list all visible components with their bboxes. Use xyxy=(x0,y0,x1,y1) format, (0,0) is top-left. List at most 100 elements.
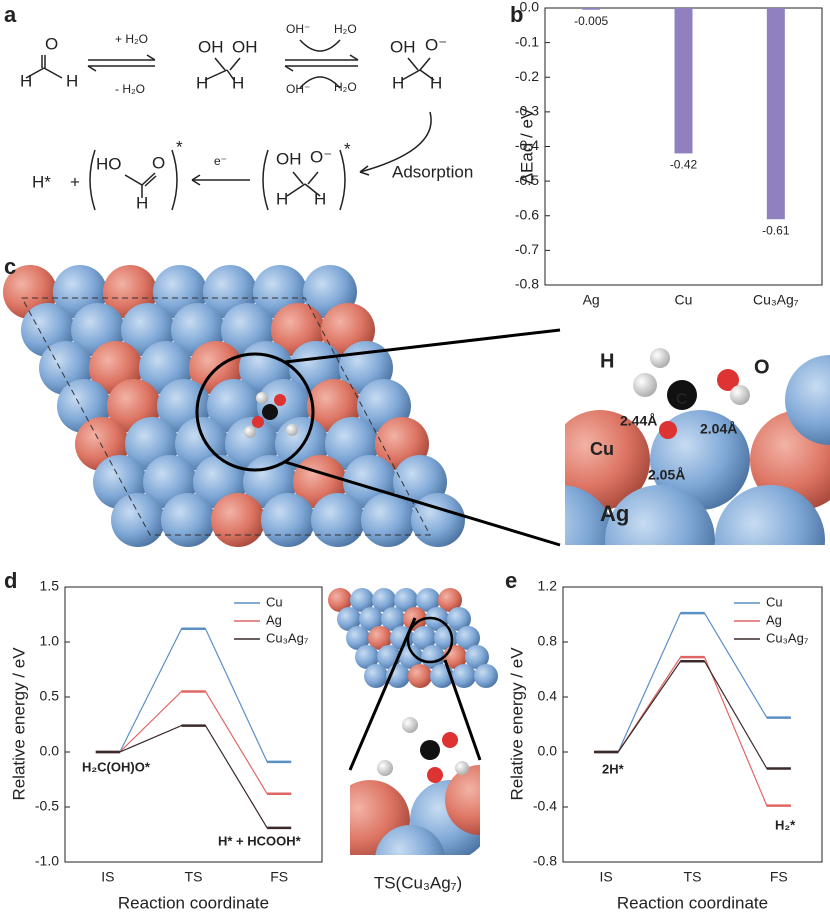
y-tick-label: -0.5 xyxy=(515,172,539,188)
structure-label: C xyxy=(676,391,688,408)
y-tick-label: -0.4 xyxy=(533,798,557,814)
scheme-text: - H₂O xyxy=(115,82,145,96)
x-axis-label: Reaction coordinate xyxy=(118,893,269,912)
atom xyxy=(412,626,436,650)
x-tick-label: IS xyxy=(600,869,613,885)
atom xyxy=(402,717,418,733)
structure-label: O xyxy=(754,356,770,378)
x-tick-label: Cu xyxy=(675,292,693,308)
y-tick-label: 0.0 xyxy=(538,743,558,759)
atom xyxy=(394,588,418,612)
structure-label: 2.05Å xyxy=(648,467,685,483)
scheme-text: H xyxy=(314,189,326,208)
atom xyxy=(337,607,361,631)
atom xyxy=(211,493,265,547)
atom xyxy=(474,664,498,688)
scheme-text: OH xyxy=(390,37,416,56)
y-tick-label: 0.5 xyxy=(40,688,60,704)
atom xyxy=(261,493,315,547)
atom xyxy=(161,493,215,547)
x-tick-label: FS xyxy=(770,869,788,885)
atom xyxy=(465,645,489,669)
atom xyxy=(715,485,825,545)
value-label: -0.005 xyxy=(574,14,608,28)
structure-label: H xyxy=(600,350,614,372)
scheme-text: H* xyxy=(32,172,51,191)
atom xyxy=(785,355,830,445)
atom xyxy=(427,767,443,783)
scheme-text: e⁻ xyxy=(214,154,227,168)
atom xyxy=(372,588,396,612)
scheme-text: OH xyxy=(232,37,258,56)
scheme-text: + xyxy=(70,172,80,191)
atom xyxy=(650,348,670,368)
y-tick-label: 0.8 xyxy=(538,633,558,649)
scheme-text: H xyxy=(430,73,442,92)
atom xyxy=(416,588,440,612)
panel-label: b xyxy=(510,2,523,27)
structure-label: Cu xyxy=(590,439,614,459)
ts-zoom-view xyxy=(350,717,480,855)
legend-label: Ag xyxy=(266,612,282,627)
scheme-text: H xyxy=(276,189,288,208)
atom xyxy=(605,485,715,545)
x-tick-label: IS xyxy=(101,869,114,885)
x-tick-label: TS xyxy=(684,869,702,885)
atom xyxy=(355,645,379,669)
atom xyxy=(274,394,286,406)
scheme-text: H xyxy=(20,71,32,90)
structure-label: 2.04Å xyxy=(700,421,737,437)
zoom-view xyxy=(565,348,830,545)
atom xyxy=(328,588,352,612)
y-tick-label: 1.5 xyxy=(40,578,60,594)
atom xyxy=(368,626,392,650)
panel-label: a xyxy=(4,2,17,27)
scheme-text: O⁻ xyxy=(310,147,332,166)
y-axis-label: ΔEad / eV xyxy=(517,107,536,184)
legend-label: Cu₃Ag₇ xyxy=(766,630,809,645)
y-tick-label: 1.0 xyxy=(40,633,60,649)
atom xyxy=(364,664,388,688)
value-label: -0.61 xyxy=(762,223,790,237)
y-tick-label: -0.4 xyxy=(515,137,539,153)
legend-label: Cu xyxy=(266,594,283,609)
atom xyxy=(411,493,465,547)
atom xyxy=(442,732,458,748)
atom xyxy=(262,404,278,420)
scheme-bonds xyxy=(25,39,435,211)
catalyst-structure xyxy=(3,265,830,855)
atom xyxy=(359,607,383,631)
atom xyxy=(659,421,677,439)
atom xyxy=(420,740,440,760)
scheme-text: HO xyxy=(96,154,122,173)
atom xyxy=(717,369,739,391)
atom xyxy=(456,626,480,650)
atom xyxy=(377,760,393,776)
scheme-text: Adsorption xyxy=(392,162,473,181)
legend-label: Ag xyxy=(766,612,782,627)
ts-label: TS(Cu₃Ag₇) xyxy=(374,873,462,892)
bar xyxy=(766,8,785,220)
scheme-text: H₂O xyxy=(334,22,357,36)
y-tick-label: -0.6 xyxy=(515,206,539,222)
panel-label: c xyxy=(4,254,16,279)
atom xyxy=(452,664,476,688)
scheme-text: O⁻ xyxy=(425,35,447,54)
panel-label: e xyxy=(505,568,517,593)
scheme-text: H xyxy=(66,71,78,90)
y-tick-label: 0.4 xyxy=(538,688,558,704)
y-axis-label: Relative energy / eV xyxy=(507,647,526,801)
scheme-text: OH⁻ xyxy=(286,22,310,36)
panel-label: d xyxy=(4,568,17,593)
atom xyxy=(667,380,697,410)
atom xyxy=(455,761,469,775)
y-tick-label: -0.3 xyxy=(515,103,539,119)
scheme-text: OH xyxy=(276,149,302,168)
x-tick-label: Cu₃Ag₇ xyxy=(753,292,799,308)
plot-frame xyxy=(562,586,823,863)
y-tick-label: -0.1 xyxy=(515,33,539,49)
y-tick-label: -1.0 xyxy=(35,853,59,869)
y-tick-label: -0.8 xyxy=(515,276,539,292)
scheme-text: OH xyxy=(198,37,224,56)
